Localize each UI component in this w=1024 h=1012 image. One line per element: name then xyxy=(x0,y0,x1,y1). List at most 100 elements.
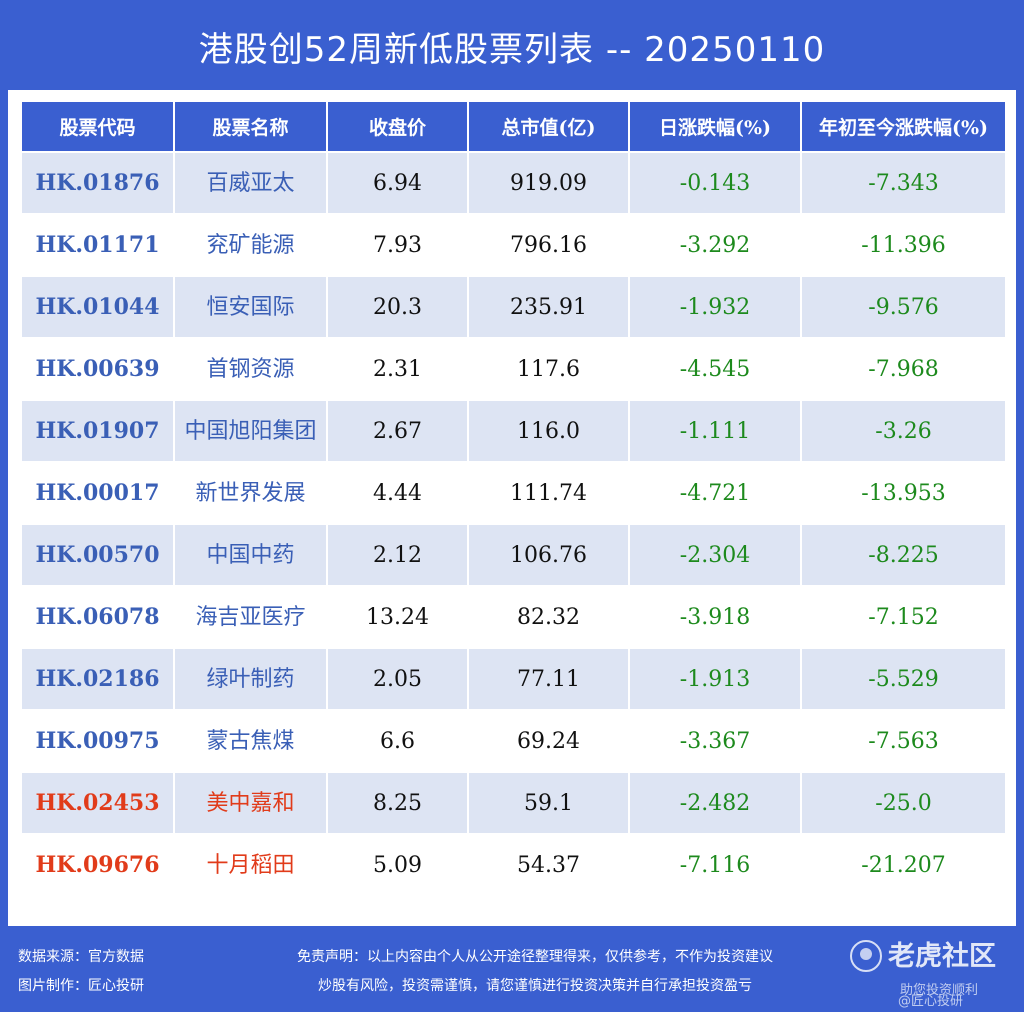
table-row: HK.06078 海吉亚医疗 13.24 82.32 -3.918 -7.152 xyxy=(20,585,1007,649)
close-price: 5.09 xyxy=(326,833,469,897)
stock-name: 新世界发展 xyxy=(173,461,328,525)
stock-code: HK.01171 xyxy=(20,213,175,277)
stock-name: 中国旭阳集团 xyxy=(173,399,328,463)
day-change: -1.932 xyxy=(628,275,802,339)
day-change: -4.545 xyxy=(628,337,802,401)
day-change: -4.721 xyxy=(628,461,802,525)
watermark-handle: @匠心投研 xyxy=(898,994,964,1009)
disclaimer-line-2: 炒股有风险，投资需谨慎，请您谨慎进行投资决策并自行承担投资盈亏 xyxy=(318,978,752,994)
table-row: HK.02186 绿叶制药 2.05 77.11 -1.913 -5.529 xyxy=(20,647,1007,711)
day-change: -3.367 xyxy=(628,709,802,773)
stock-code: HK.00570 xyxy=(20,523,175,587)
ytd-change: -3.26 xyxy=(800,399,1007,463)
market-cap: 69.24 xyxy=(467,709,630,773)
table-panel: 股票代码 股票名称 收盘价 总市值(亿) 日涨跌幅(%) 年初至今涨跌幅(%) … xyxy=(8,90,1016,926)
stock-name: 首钢资源 xyxy=(173,337,328,401)
stock-code: HK.01044 xyxy=(20,275,175,339)
table-row: HK.00570 中国中药 2.12 106.76 -2.304 -8.225 xyxy=(20,523,1007,587)
market-cap: 117.6 xyxy=(467,337,630,401)
market-cap: 77.11 xyxy=(467,647,630,711)
stock-code: HK.00975 xyxy=(20,709,175,773)
ytd-change: -21.207 xyxy=(800,833,1007,897)
close-price: 7.93 xyxy=(326,213,469,277)
table-row: HK.00975 蒙古焦煤 6.6 69.24 -3.367 -7.563 xyxy=(20,709,1007,773)
table-row: HK.01171 兖矿能源 7.93 796.16 -3.292 -11.396 xyxy=(20,213,1007,277)
ytd-change: -7.152 xyxy=(800,585,1007,649)
market-cap: 82.32 xyxy=(467,585,630,649)
stock-name: 海吉亚医疗 xyxy=(173,585,328,649)
market-cap: 235.91 xyxy=(467,275,630,339)
close-price: 13.24 xyxy=(326,585,469,649)
stock-code: HK.01907 xyxy=(20,399,175,463)
tiger-logo-icon xyxy=(850,940,882,972)
stock-name: 美中嘉和 xyxy=(173,771,328,835)
stock-name: 兖矿能源 xyxy=(173,213,328,277)
watermark: 老虎社区 助您投资顺利 @匠心投研 xyxy=(846,934,1006,1009)
market-cap: 106.76 xyxy=(467,523,630,587)
image-maker-text: 图片制作：匠心投研 xyxy=(18,978,144,994)
market-cap: 919.09 xyxy=(467,151,630,215)
ytd-change: -8.225 xyxy=(800,523,1007,587)
close-price: 4.44 xyxy=(326,461,469,525)
ytd-change: -25.0 xyxy=(800,771,1007,835)
table-header-row: 股票代码 股票名称 收盘价 总市值(亿) 日涨跌幅(%) 年初至今涨跌幅(%) xyxy=(20,100,1007,153)
data-source-text: 数据来源：官方数据 xyxy=(18,949,144,965)
header-code: 股票代码 xyxy=(20,100,175,153)
header-close: 收盘价 xyxy=(326,100,469,153)
market-cap: 111.74 xyxy=(467,461,630,525)
ytd-change: -11.396 xyxy=(800,213,1007,277)
market-cap: 116.0 xyxy=(467,399,630,463)
day-change: -2.482 xyxy=(628,771,802,835)
close-price: 20.3 xyxy=(326,275,469,339)
day-change: -2.304 xyxy=(628,523,802,587)
day-change: -3.292 xyxy=(628,213,802,277)
stock-code: HK.01876 xyxy=(20,151,175,215)
table-row: HK.00017 新世界发展 4.44 111.74 -4.721 -13.95… xyxy=(20,461,1007,525)
table-row: HK.01044 恒安国际 20.3 235.91 -1.932 -9.576 xyxy=(20,275,1007,339)
table-row: HK.01876 百威亚太 6.94 919.09 -0.143 -7.343 xyxy=(20,151,1007,215)
close-price: 2.31 xyxy=(326,337,469,401)
ytd-change: -7.968 xyxy=(800,337,1007,401)
stock-code: HK.09676 xyxy=(20,833,175,897)
close-price: 8.25 xyxy=(326,771,469,835)
day-change: -1.913 xyxy=(628,647,802,711)
market-cap: 54.37 xyxy=(467,833,630,897)
disclaimer-line-1: 免责声明：以上内容由个人从公开途径整理得来，仅供参考，不作为投资建议 xyxy=(297,949,773,965)
day-change: -0.143 xyxy=(628,151,802,215)
stock-code: HK.02453 xyxy=(20,771,175,835)
page-title: 港股创52周新低股票列表 -- 20250110 xyxy=(198,29,826,70)
table-row: HK.02453 美中嘉和 8.25 59.1 -2.482 -25.0 xyxy=(20,771,1007,835)
stock-code: HK.00017 xyxy=(20,461,175,525)
table-row: HK.01907 中国旭阳集团 2.67 116.0 -1.111 -3.26 xyxy=(20,399,1007,463)
stock-code: HK.00639 xyxy=(20,337,175,401)
close-price: 6.94 xyxy=(326,151,469,215)
watermark-name: 老虎社区 xyxy=(888,941,996,972)
watermark-slogan: 助您投资顺利 xyxy=(900,983,979,998)
stock-code: HK.02186 xyxy=(20,647,175,711)
close-price: 2.05 xyxy=(326,647,469,711)
ytd-change: -7.343 xyxy=(800,151,1007,215)
stock-name: 中国中药 xyxy=(173,523,328,587)
header-day-change: 日涨跌幅(%) xyxy=(628,100,802,153)
close-price: 2.12 xyxy=(326,523,469,587)
day-change: -1.111 xyxy=(628,399,802,463)
header-name: 股票名称 xyxy=(173,100,328,153)
stock-name: 恒安国际 xyxy=(173,275,328,339)
market-cap: 59.1 xyxy=(467,771,630,835)
day-change: -3.918 xyxy=(628,585,802,649)
stock-name: 蒙古焦煤 xyxy=(173,709,328,773)
table-row: HK.09676 十月稻田 5.09 54.37 -7.116 -21.207 xyxy=(20,833,1007,897)
stock-name: 百威亚太 xyxy=(173,151,328,215)
ytd-change: -9.576 xyxy=(800,275,1007,339)
stock-name: 绿叶制药 xyxy=(173,647,328,711)
ytd-change: -13.953 xyxy=(800,461,1007,525)
header-market-cap: 总市值(亿) xyxy=(467,100,630,153)
stock-code: HK.06078 xyxy=(20,585,175,649)
close-price: 6.6 xyxy=(326,709,469,773)
market-cap: 796.16 xyxy=(467,213,630,277)
ytd-change: -7.563 xyxy=(800,709,1007,773)
stock-name: 十月稻田 xyxy=(173,833,328,897)
day-change: -7.116 xyxy=(628,833,802,897)
footer: 数据来源：官方数据 图片制作：匠心投研 免责声明：以上内容由个人从公开途径整理得… xyxy=(0,930,1024,1012)
stock-table: 股票代码 股票名称 收盘价 总市值(亿) 日涨跌幅(%) 年初至今涨跌幅(%) … xyxy=(20,100,1007,897)
